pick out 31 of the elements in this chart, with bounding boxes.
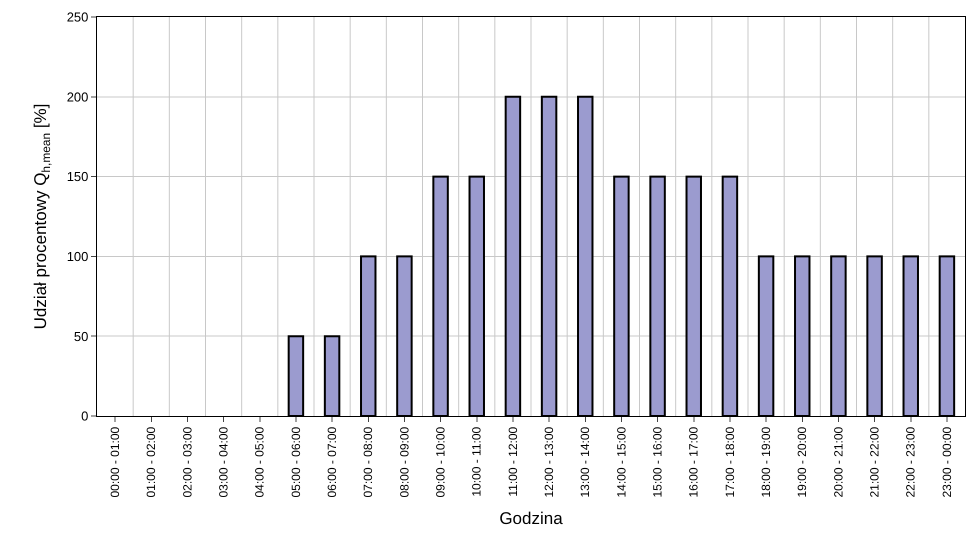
y-tick-label: 250 xyxy=(66,10,88,25)
y-tick-label: 200 xyxy=(66,89,88,104)
y-tick-label: 50 xyxy=(74,328,88,344)
x-tick-label: 18:00 - 19:00 xyxy=(758,426,773,498)
x-tick-label: 08:00 - 09:00 xyxy=(397,426,412,498)
x-tick-label: 06:00 - 07:00 xyxy=(324,426,339,498)
x-tick-label: 12:00 - 13:00 xyxy=(542,426,556,498)
x-tick-label: 22:00 - 23:00 xyxy=(904,426,918,498)
x-tick-label: 05:00 - 06:00 xyxy=(288,426,303,498)
y-tick-label: 0 xyxy=(81,408,88,424)
x-tick-label: 20:00 - 21:00 xyxy=(831,426,846,498)
x-tick-label: 07:00 - 08:00 xyxy=(361,426,376,498)
y-tick-label: 150 xyxy=(66,169,88,184)
x-tick-label: 04:00 - 05:00 xyxy=(252,426,267,498)
x-tick-label: 10:00 - 11:00 xyxy=(470,426,484,497)
x-axis-title: Godzina xyxy=(499,508,564,528)
x-tick-label: 16:00 - 17:00 xyxy=(686,426,701,498)
x-tick-label: 13:00 - 14:00 xyxy=(578,426,592,498)
y-tick-label: 100 xyxy=(66,248,88,264)
x-tick-label: 09:00 - 10:00 xyxy=(433,426,448,498)
x-tick-label: 19:00 - 20:00 xyxy=(795,426,810,498)
x-tick-label: 23:00 - 00:00 xyxy=(940,426,954,498)
x-tick-label: 00:00 - 01:00 xyxy=(108,426,122,498)
x-tick-label: 21:00 - 22:00 xyxy=(867,426,882,498)
x-tick-label: 17:00 - 18:00 xyxy=(722,426,737,498)
x-tick-label: 15:00 - 16:00 xyxy=(650,426,664,498)
x-tick-label: 03:00 - 04:00 xyxy=(216,426,230,498)
x-tick-label: 14:00 - 15:00 xyxy=(614,426,628,498)
x-tick-label: 11:00 - 12:00 xyxy=(506,426,520,497)
x-tick-label: 01:00 - 02:00 xyxy=(144,426,158,498)
x-tick-label: 02:00 - 03:00 xyxy=(180,426,194,498)
